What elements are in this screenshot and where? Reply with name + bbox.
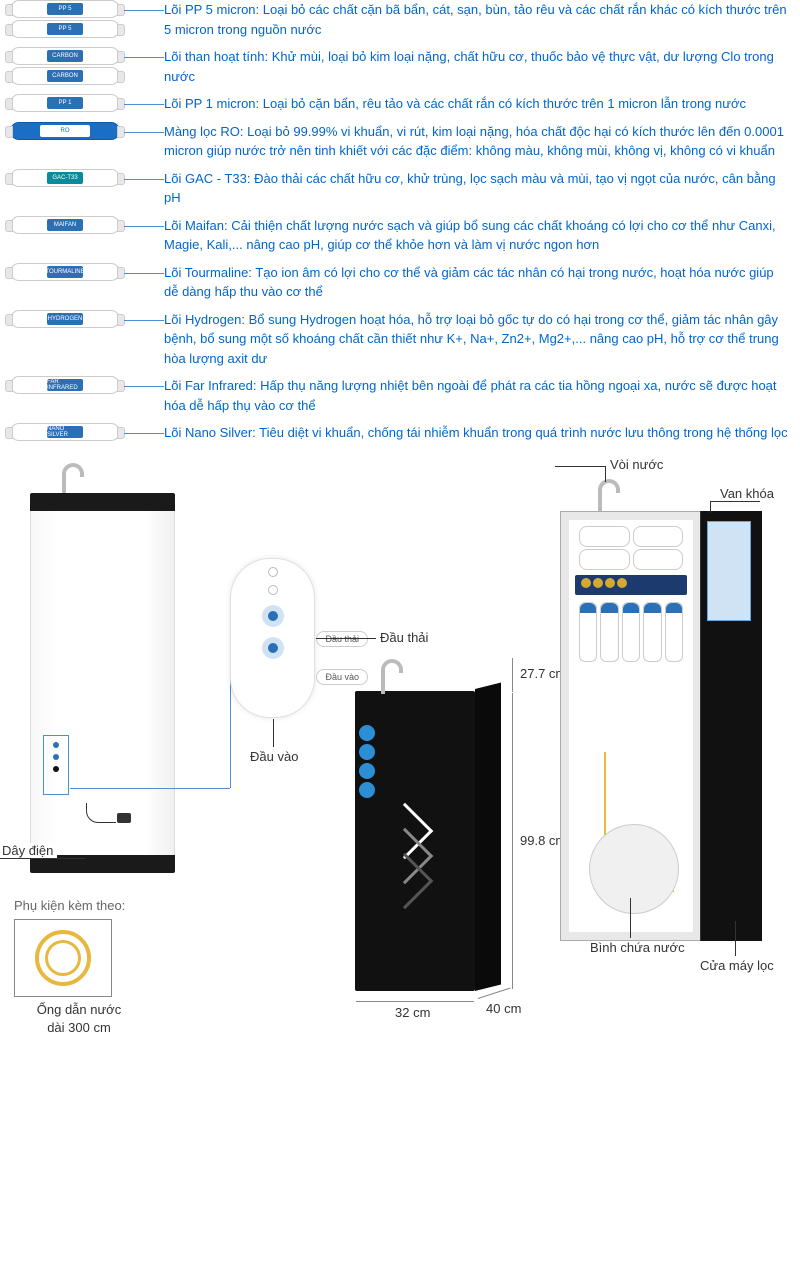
filter-description: Lõi Hydrogen: Bổ sung Hydrogen hoạt hóa,… [164, 310, 800, 369]
filter-list: PP 5PP 5 Lõi PP 5 micron: Loại bỏ các chấ… [0, 0, 800, 443]
filter-row: PP 1 Lõi PP 1 micron: Loại bỏ cặn bẩn, rê… [0, 94, 800, 114]
waste-pill: Đầu thải [316, 631, 368, 647]
waste-label: Đầu thải [380, 630, 428, 645]
tank-icon [589, 824, 679, 914]
port-zoom: Đầu thải Đầu vào [230, 558, 315, 718]
plug-icon [101, 811, 131, 825]
port-zone [43, 735, 69, 795]
filter-description: Lõi GAC - T33: Đào thải các chất hữu cơ,… [164, 169, 800, 208]
filter-row: CARBONCARBON Lõi than hoạt tính: Khử mùi,… [0, 47, 800, 86]
cord-label2: Dây điện [2, 843, 57, 858]
filter-cartridge-icon: TOURMALINE [6, 263, 124, 281]
filter-row: FAR INFRARED Lõi Far Infrared: Hấp thụ nă… [0, 376, 800, 415]
filter-description: Lõi Tourmaline: Tạo ion âm có lợi cho cơ… [164, 263, 800, 302]
accessory-caption-1: Ống dẫn nước [37, 1002, 121, 1017]
filter-cartridge-icon: HYDROGEN [6, 310, 124, 328]
filter-description: Lõi than hoạt tính: Khử mùi, loại bỏ kim… [164, 47, 800, 86]
filter-cartridge-icon: PP 5PP 5 [6, 0, 124, 38]
filter-row: NANO SILVER Lõi Nano Silver: Tiêu diệt vi… [0, 423, 800, 443]
filter-description: Lõi Far Infrared: Hấp thụ năng lượng nhi… [164, 376, 800, 415]
dim-depth: 40 cm [486, 1001, 521, 1016]
door-label: Cửa máy lọc [700, 958, 774, 973]
filter-cartridge-icon: CARBONCARBON [6, 47, 124, 85]
valve-label: Van khóa [720, 486, 774, 501]
filter-row: HYDROGEN Lõi Hydrogen: Bổ sung Hydrogen h… [0, 310, 800, 369]
door-icon [700, 511, 762, 941]
faucet-label: Vòi nước [610, 457, 663, 472]
accessory-section: Phụ kiện kèm theo: Ống dẫn nước dài 300 … [14, 898, 144, 1037]
filter-cartridge-icon: MAIFAN [6, 216, 124, 234]
filter-cartridge-icon: GAC-T33 [6, 169, 124, 187]
filter-description: Lõi PP 1 micron: Loại bỏ cặn bẩn, rêu tả… [164, 94, 800, 114]
filter-row: PP 5PP 5 Lõi PP 5 micron: Loại bỏ các chấ… [0, 0, 800, 39]
filter-cartridge-icon: FAR INFRARED [6, 376, 124, 394]
inlet-label: Đầu vào [250, 749, 298, 764]
inlet-pill: Đầu vào [316, 669, 368, 685]
appliance-front [355, 691, 475, 991]
appliance-back [30, 493, 175, 873]
accessory-caption-2: dài 300 cm [47, 1020, 111, 1035]
filter-description: Màng lọc RO: Loại bỏ 99.99% vi khuẩn, vi… [164, 122, 800, 161]
filter-row: MAIFAN Lõi Maifan: Cải thiện chất lượng n… [0, 216, 800, 255]
tank-label: Bình chứa nước [590, 940, 685, 955]
tube-coil-icon [35, 930, 91, 986]
diagram-area: Đầu thải Đầu vào Đầu thải Đầu vào Dây đi… [0, 453, 800, 1033]
filter-row: TOURMALINE Lõi Tourmaline: Tạo ion âm có … [0, 263, 800, 302]
dim-width: 32 cm [395, 1005, 430, 1020]
accessory-box [14, 919, 112, 997]
filter-description: Lõi PP 5 micron: Loại bỏ các chất cặn bã… [164, 0, 800, 39]
filter-description: Lõi Maifan: Cải thiện chất lượng nước sạ… [164, 216, 800, 255]
filter-cartridge-icon: NANO SILVER [6, 423, 124, 441]
filter-description: Lõi Nano Silver: Tiêu diệt vi khuẩn, chố… [164, 423, 800, 443]
filter-row: GAC-T33 Lõi GAC - T33: Đào thải các chất … [0, 169, 800, 208]
accessory-heading: Phụ kiện kèm theo: [14, 898, 144, 913]
filter-cartridge-icon: PP 1 [6, 94, 124, 112]
filter-row: RO Màng lọc RO: Loại bỏ 99.99% vi khuẩn, … [0, 122, 800, 161]
filter-cartridge-icon: RO [6, 122, 124, 140]
appliance-open [560, 481, 780, 941]
